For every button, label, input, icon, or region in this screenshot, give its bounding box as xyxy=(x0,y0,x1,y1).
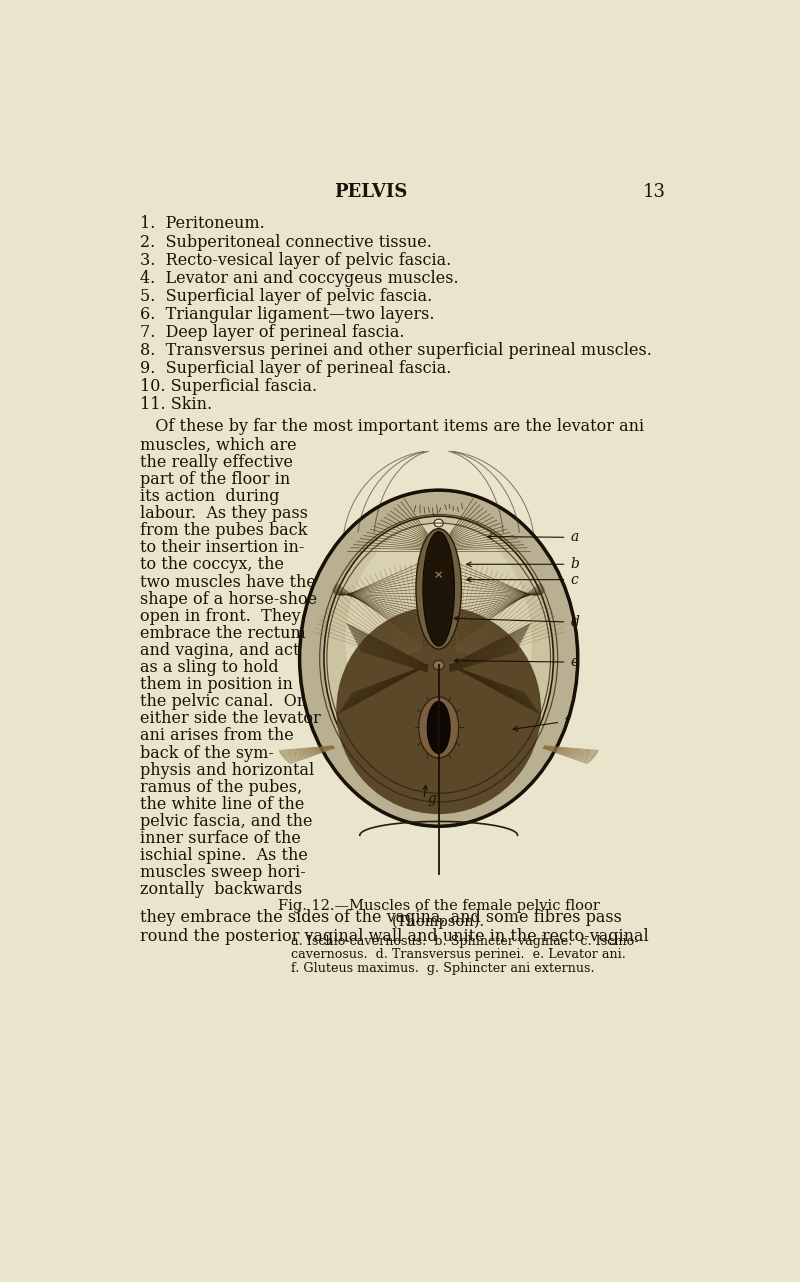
Ellipse shape xyxy=(418,697,458,758)
Text: 11. Skin.: 11. Skin. xyxy=(140,396,213,413)
Text: d: d xyxy=(570,615,579,629)
Text: b: b xyxy=(570,558,579,572)
Text: its action  during: its action during xyxy=(140,488,280,505)
Text: to their insertion in-: to their insertion in- xyxy=(140,540,305,556)
Text: 4.  Levator ani and coccygeus muscles.: 4. Levator ani and coccygeus muscles. xyxy=(140,269,459,287)
Text: zontally  backwards: zontally backwards xyxy=(140,881,302,899)
Text: a: a xyxy=(570,531,578,545)
Text: the white line of the: the white line of the xyxy=(140,796,305,813)
Text: muscles, which are: muscles, which are xyxy=(140,437,297,454)
Text: labour.  As they pass: labour. As they pass xyxy=(140,505,308,522)
Ellipse shape xyxy=(324,517,554,800)
Text: pelvic fascia, and the: pelvic fascia, and the xyxy=(140,813,313,829)
Ellipse shape xyxy=(336,606,541,814)
Text: f: f xyxy=(564,715,570,729)
Text: g: g xyxy=(428,792,437,806)
Text: to the coccyx, the: to the coccyx, the xyxy=(140,556,284,573)
Ellipse shape xyxy=(427,701,450,754)
Text: two muscles have the: two muscles have the xyxy=(140,573,316,591)
Text: c: c xyxy=(570,573,578,587)
Ellipse shape xyxy=(346,523,532,759)
Text: f. Gluteus maximus.  g. Sphincter ani externus.: f. Gluteus maximus. g. Sphincter ani ext… xyxy=(291,963,595,976)
Ellipse shape xyxy=(300,490,578,826)
Text: back of the sym-: back of the sym- xyxy=(140,745,274,762)
Text: 13: 13 xyxy=(642,183,666,201)
Text: 7.  Deep layer of perineal fascia.: 7. Deep layer of perineal fascia. xyxy=(140,324,405,341)
Text: PELVIS: PELVIS xyxy=(334,183,408,201)
Text: as a sling to hold: as a sling to hold xyxy=(140,659,279,676)
Text: 1.  Peritoneum.: 1. Peritoneum. xyxy=(140,215,265,232)
Text: from the pubes back: from the pubes back xyxy=(140,522,308,540)
Text: e: e xyxy=(570,655,578,669)
Text: them in position in: them in position in xyxy=(140,676,293,694)
Text: ani arises from the: ani arises from the xyxy=(140,727,294,745)
Text: (Thompson).: (Thompson). xyxy=(392,914,486,929)
Ellipse shape xyxy=(423,532,454,646)
Ellipse shape xyxy=(416,528,462,649)
Text: physis and horizontal: physis and horizontal xyxy=(140,762,314,778)
Text: ischial spine.  As the: ischial spine. As the xyxy=(140,847,308,864)
Ellipse shape xyxy=(434,660,444,669)
Text: a. Ischio-cavernosus.  b. Sphincter vaginae.  c. Ischio-: a. Ischio-cavernosus. b. Sphincter vagin… xyxy=(291,935,639,947)
Text: the pelvic canal.  On: the pelvic canal. On xyxy=(140,694,307,710)
Text: cavernosus.  d. Transversus perinei.  e. Levator ani.: cavernosus. d. Transversus perinei. e. L… xyxy=(291,949,626,962)
Ellipse shape xyxy=(434,519,443,527)
Text: Of these by far the most important items are the levator ani: Of these by far the most important items… xyxy=(140,418,645,435)
Text: part of the floor in: part of the floor in xyxy=(140,470,290,488)
Text: shape of a horse-shoe: shape of a horse-shoe xyxy=(140,591,318,608)
Text: 6.  Triangular ligament—two layers.: 6. Triangular ligament—two layers. xyxy=(140,306,435,323)
Text: muscles sweep hori-: muscles sweep hori- xyxy=(140,864,306,881)
Text: embrace the rectum: embrace the rectum xyxy=(140,624,306,642)
Text: 10. Superficial fascia.: 10. Superficial fascia. xyxy=(140,378,318,395)
Text: round the posterior vaginal wall and unite in the recto-vaginal: round the posterior vaginal wall and uni… xyxy=(140,928,649,945)
Text: Fig. 12.—Muscles of the female pelvic floor: Fig. 12.—Muscles of the female pelvic fl… xyxy=(278,899,600,913)
Text: 2.  Subperitoneal connective tissue.: 2. Subperitoneal connective tissue. xyxy=(140,233,432,250)
Text: 9.  Superficial layer of perineal fascia.: 9. Superficial layer of perineal fascia. xyxy=(140,360,452,377)
Text: 8.  Transversus perinei and other superficial perineal muscles.: 8. Transversus perinei and other superfi… xyxy=(140,342,652,359)
Text: ramus of the pubes,: ramus of the pubes, xyxy=(140,778,302,796)
Text: 5.  Superficial layer of pelvic fascia.: 5. Superficial layer of pelvic fascia. xyxy=(140,288,433,305)
Text: 3.  Recto-vesical layer of pelvic fascia.: 3. Recto-vesical layer of pelvic fascia. xyxy=(140,251,451,269)
Text: and vagina, and act: and vagina, and act xyxy=(140,642,300,659)
Text: inner surface of the: inner surface of the xyxy=(140,829,301,847)
Text: they embrace the sides of the vagina, and some fibres pass: they embrace the sides of the vagina, an… xyxy=(140,909,622,926)
Text: either side the levator: either side the levator xyxy=(140,710,321,727)
Text: open in front.  They: open in front. They xyxy=(140,608,301,624)
Text: the really effective: the really effective xyxy=(140,454,294,470)
